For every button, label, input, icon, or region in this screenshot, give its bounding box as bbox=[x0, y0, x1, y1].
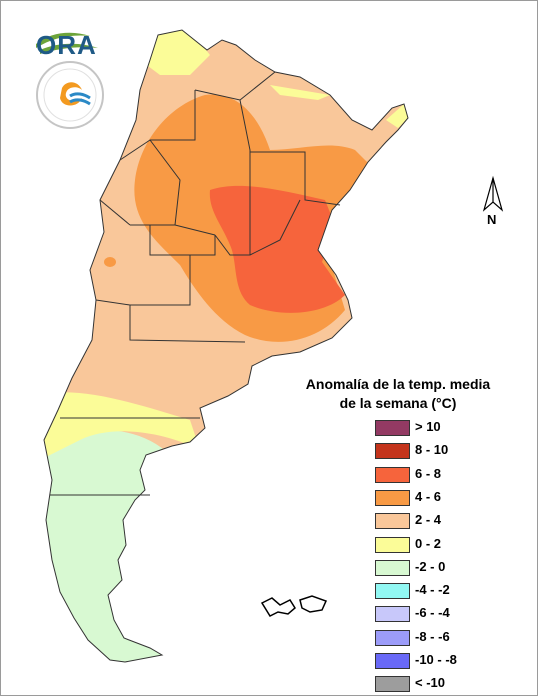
islands bbox=[260, 595, 328, 617]
zone-yellow-tip bbox=[386, 104, 408, 128]
legend-swatch bbox=[375, 513, 410, 530]
zone-red bbox=[209, 185, 345, 313]
legend-swatch bbox=[375, 536, 410, 553]
legend-swatch bbox=[375, 489, 410, 506]
legend-swatch bbox=[375, 420, 410, 436]
legend-label: -4 - -2 bbox=[415, 582, 450, 598]
province-boundaries bbox=[43, 29, 409, 663]
legend-title-line1: Anomalía de la temp. media bbox=[305, 376, 491, 392]
legend-swatch bbox=[375, 606, 410, 623]
zone-green bbox=[44, 429, 200, 662]
legend-swatch bbox=[375, 583, 410, 600]
legend-label: < -10 bbox=[415, 675, 445, 691]
north-label: N bbox=[487, 212, 497, 227]
legend-label: -10 - -8 bbox=[415, 652, 457, 667]
north-arrow-icon bbox=[482, 175, 504, 212]
legend-swatch bbox=[375, 443, 410, 460]
legend-label: 8 - 10 bbox=[415, 442, 449, 458]
legend-swatch bbox=[375, 629, 410, 646]
legend-label: 0 - 2 bbox=[415, 535, 442, 551]
legend-swatch bbox=[375, 653, 410, 669]
legend-label: -6 - -4 bbox=[415, 605, 450, 621]
ora-logo: ORA bbox=[36, 30, 97, 60]
zone-yellow-south bbox=[44, 392, 200, 460]
legend-label: > 10 bbox=[415, 419, 441, 434]
smn-seal-icon bbox=[36, 61, 104, 129]
legend-label: 6 - 8 bbox=[415, 465, 442, 481]
legend-label: 4 - 6 bbox=[415, 488, 442, 504]
zone-orange-spot bbox=[104, 257, 116, 267]
legend-label: 2 - 4 bbox=[415, 512, 442, 528]
legend-title-line2: de la semana (°C) bbox=[339, 395, 457, 411]
legend-label: -8 - -6 bbox=[415, 628, 450, 644]
ora-logo-swoosh-icon bbox=[36, 32, 98, 54]
legend-swatch bbox=[375, 559, 410, 576]
zone-yellow-northeast bbox=[270, 85, 330, 100]
legend-swatch bbox=[375, 466, 410, 483]
legend-label: -2 - 0 bbox=[415, 558, 446, 574]
legend-swatch bbox=[375, 676, 410, 693]
